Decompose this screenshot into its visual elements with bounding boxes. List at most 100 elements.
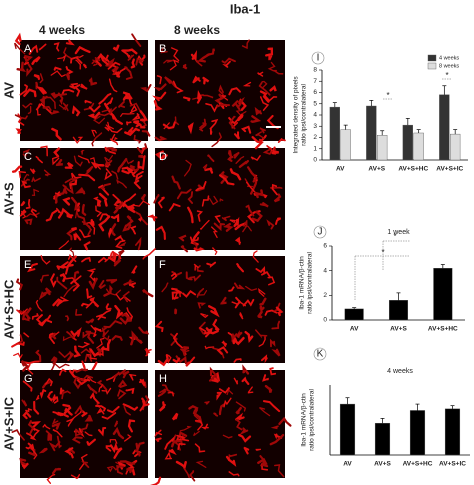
bar	[377, 135, 388, 161]
microglia-cell	[185, 271, 193, 281]
microglia-cell	[196, 210, 204, 222]
x-tick-label: AV	[336, 166, 345, 173]
microglia-cell	[85, 330, 95, 344]
microglia-cell	[175, 460, 187, 469]
microglia-cell	[65, 66, 74, 75]
microglia-cell	[113, 259, 122, 267]
microglia-cell	[209, 375, 220, 383]
microglia-cell	[250, 115, 262, 124]
microglia-cell	[106, 278, 118, 284]
microglia-cell	[271, 149, 277, 155]
microglia-cell	[104, 146, 117, 155]
microglia-cell	[131, 113, 141, 121]
micrograph: F	[154, 250, 285, 367]
microglia-cell	[122, 91, 133, 100]
microglia-cell	[81, 203, 87, 216]
microglia-cell	[51, 467, 61, 475]
microglia-cell	[250, 155, 261, 162]
microglia-cell	[69, 247, 75, 259]
microglia-cell	[128, 282, 136, 288]
microglia-cell	[196, 89, 203, 104]
microglia-cell	[189, 470, 196, 482]
microglia-cell	[225, 455, 237, 467]
microglia-cell	[218, 84, 224, 96]
microglia-cell	[271, 183, 278, 196]
microglia-cell	[113, 447, 123, 459]
legend-swatch	[427, 54, 437, 62]
panel-letter: D	[159, 151, 167, 163]
microglia-cell	[118, 379, 128, 388]
microglia-cell	[231, 301, 247, 307]
microglia-cell	[61, 89, 75, 95]
microglia-cell	[139, 110, 148, 122]
microglia-cell	[223, 397, 232, 408]
microglia-cell	[235, 401, 247, 412]
microglia-cell	[111, 114, 124, 125]
microglia-cell	[219, 171, 229, 184]
microglia-cell	[28, 44, 39, 55]
microglia-cell	[68, 447, 76, 456]
microglia-cell	[51, 156, 60, 166]
microglia-cell	[46, 473, 56, 484]
microglia-cell	[271, 320, 281, 330]
microglia-cell	[105, 445, 112, 452]
microglia-cell	[22, 410, 32, 420]
microglia-cell	[109, 442, 119, 454]
microglia-cell	[141, 397, 150, 407]
microglia-cell	[270, 425, 279, 430]
microglia-cell	[223, 222, 234, 232]
microglia-cell	[227, 150, 232, 158]
y-tick-label: 4	[323, 267, 327, 274]
microglia-cell	[106, 466, 114, 473]
microglia-cell	[257, 310, 263, 319]
microglia-cell	[39, 388, 47, 399]
microglia-cell	[80, 83, 88, 90]
microglia-cell	[205, 102, 219, 113]
microglia-cell	[233, 377, 239, 385]
microglia-cell	[81, 461, 90, 469]
microglia-cell	[100, 182, 112, 190]
microglia-cell	[116, 464, 125, 475]
microglia-cell	[80, 423, 89, 433]
microglia-cell	[11, 165, 23, 173]
microglia-cell	[57, 207, 71, 219]
micrograph: A	[14, 32, 152, 147]
annotation: *	[445, 71, 448, 80]
microglia-cell	[231, 100, 241, 111]
microglia-cell	[78, 229, 91, 239]
microglia-cell	[107, 61, 121, 70]
microglia-cell	[81, 410, 88, 418]
microglia-cell	[173, 291, 181, 300]
microglia-cell	[252, 250, 259, 263]
microglia-cell	[218, 174, 235, 186]
microglia-cell	[62, 197, 71, 206]
microglia-cell	[216, 103, 231, 108]
microglia-cell	[208, 366, 218, 382]
microglia-cell	[170, 333, 178, 346]
microglia-cell	[264, 309, 278, 316]
microglia-cell	[123, 279, 135, 286]
microglia-cell	[25, 212, 40, 218]
microglia-cell	[241, 39, 250, 50]
microglia-cell	[125, 121, 132, 126]
microglia-cell	[19, 457, 27, 466]
microglia-cell	[42, 287, 52, 296]
microglia-cell	[73, 270, 80, 280]
microglia-cell	[112, 426, 125, 440]
microglia-cell	[125, 158, 135, 165]
x-tick-label: AV+S	[368, 166, 385, 173]
microglia-cell	[257, 71, 264, 77]
microglia-cell	[152, 91, 167, 102]
microglia-cell	[18, 170, 27, 179]
microglia-cell	[164, 76, 177, 88]
microglia-cell	[187, 191, 194, 204]
microglia-cell	[58, 296, 70, 305]
micrograph: H	[150, 364, 292, 485]
microglia-cell	[80, 149, 85, 155]
y-tick-label: 2	[323, 292, 327, 299]
microglia-cell	[53, 66, 62, 71]
microglia-cell	[251, 136, 264, 150]
microglia-cell	[228, 115, 236, 130]
microglia-cell	[95, 205, 103, 217]
microglia-cell	[104, 124, 111, 132]
